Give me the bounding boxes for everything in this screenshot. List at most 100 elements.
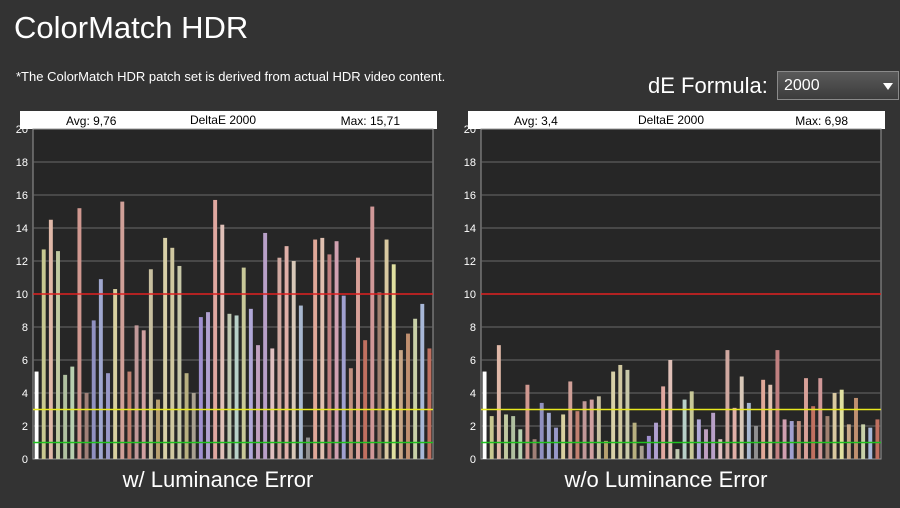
bar — [625, 369, 630, 459]
y-tick-label: 16 — [16, 190, 28, 202]
bar — [56, 251, 60, 459]
bar — [725, 350, 730, 459]
bar — [682, 399, 687, 459]
y-tick-label: 6 — [22, 355, 28, 367]
bar — [632, 422, 637, 459]
y-tick-label: 0 — [22, 454, 28, 466]
bar — [704, 429, 708, 459]
bar — [689, 391, 694, 459]
bar — [263, 232, 268, 459]
bar — [568, 381, 573, 459]
y-tick-label: 4 — [470, 388, 476, 400]
bar — [98, 279, 103, 459]
de-formula-select[interactable]: 2000 — [777, 71, 899, 100]
bar — [34, 371, 39, 459]
bar — [70, 366, 75, 459]
bar — [113, 289, 118, 459]
page-title: ColorMatch HDR — [14, 10, 249, 45]
bar — [875, 419, 880, 459]
y-tick-label: 10 — [16, 289, 28, 301]
bar — [582, 401, 587, 459]
bar — [248, 308, 253, 459]
bar — [861, 424, 866, 459]
bar — [170, 247, 175, 459]
bar — [732, 407, 737, 459]
bar — [654, 422, 658, 459]
bar — [191, 393, 196, 459]
chart-1: 0 2 4 6 8 10 12 14 16 18 20 Avg: 9,76 DeltaE 2000 Max… — [16, 111, 437, 492]
bar — [341, 295, 346, 459]
bar — [639, 445, 644, 459]
bar — [539, 402, 544, 459]
bar — [761, 379, 766, 459]
bar — [518, 429, 523, 459]
bar — [120, 201, 125, 459]
bar — [327, 254, 332, 459]
bar — [561, 414, 566, 459]
bar — [511, 416, 516, 459]
y-tick-label: 12 — [16, 256, 28, 268]
bar — [489, 416, 494, 459]
bar — [234, 315, 239, 459]
bar — [554, 427, 558, 459]
bar — [768, 384, 773, 459]
y-tick-label: 0 — [470, 454, 476, 466]
bar — [482, 371, 487, 459]
bar — [184, 373, 189, 459]
bar — [504, 414, 508, 459]
de-formula-label: dE Formula: — [648, 73, 768, 98]
patch-set-note: *The ColorMatch HDR patch set is derived… — [16, 69, 446, 84]
bar — [48, 219, 53, 459]
bar — [63, 374, 68, 459]
bar — [675, 449, 680, 459]
bar — [746, 402, 751, 459]
chevron-down-icon[interactable] — [883, 83, 893, 90]
bar — [711, 412, 716, 459]
bar — [77, 208, 82, 459]
max-label: Max: 15,71 — [341, 114, 401, 128]
bar — [420, 303, 425, 459]
bar — [256, 345, 260, 459]
bar — [391, 264, 396, 459]
bar — [241, 267, 246, 459]
y-tick-label: 4 — [22, 388, 28, 400]
bar — [839, 389, 844, 459]
y-tick-label: 14 — [464, 223, 476, 235]
bar — [106, 373, 110, 459]
bar — [739, 376, 744, 459]
y-tick-label: 6 — [470, 355, 476, 367]
bar — [789, 421, 794, 459]
bar — [298, 305, 303, 459]
y-tick-label: 20 — [464, 124, 476, 136]
y-tick-label: 20 — [16, 124, 28, 136]
bar — [406, 333, 410, 459]
bar — [775, 350, 780, 459]
chart-2: 0 2 4 6 8 10 12 14 16 18 20 Avg: 3,4 DeltaE 2000 Max:… — [464, 111, 885, 492]
bar — [291, 261, 296, 459]
y-tick-label: 12 — [464, 256, 476, 268]
bar — [604, 440, 608, 459]
bar — [846, 424, 851, 459]
bar — [270, 348, 275, 459]
bar — [141, 330, 146, 459]
bar — [618, 364, 623, 459]
y-tick-label: 2 — [22, 421, 28, 433]
bar — [320, 237, 325, 459]
bar — [213, 199, 218, 459]
bar — [546, 412, 551, 459]
y-tick-label: 2 — [470, 421, 476, 433]
y-tick-label: 18 — [464, 157, 476, 169]
bar — [796, 421, 801, 459]
bar — [363, 340, 368, 459]
chart-title: DeltaE 2000 — [190, 113, 256, 127]
chart-header-strip — [468, 111, 885, 129]
bar — [413, 318, 418, 459]
y-tick-label: 18 — [16, 157, 28, 169]
bar — [854, 397, 858, 459]
bar — [127, 371, 132, 459]
y-tick-label: 10 — [464, 289, 476, 301]
chart-header-strip — [20, 111, 437, 129]
y-tick-label: 8 — [22, 322, 28, 334]
bar — [525, 384, 530, 459]
